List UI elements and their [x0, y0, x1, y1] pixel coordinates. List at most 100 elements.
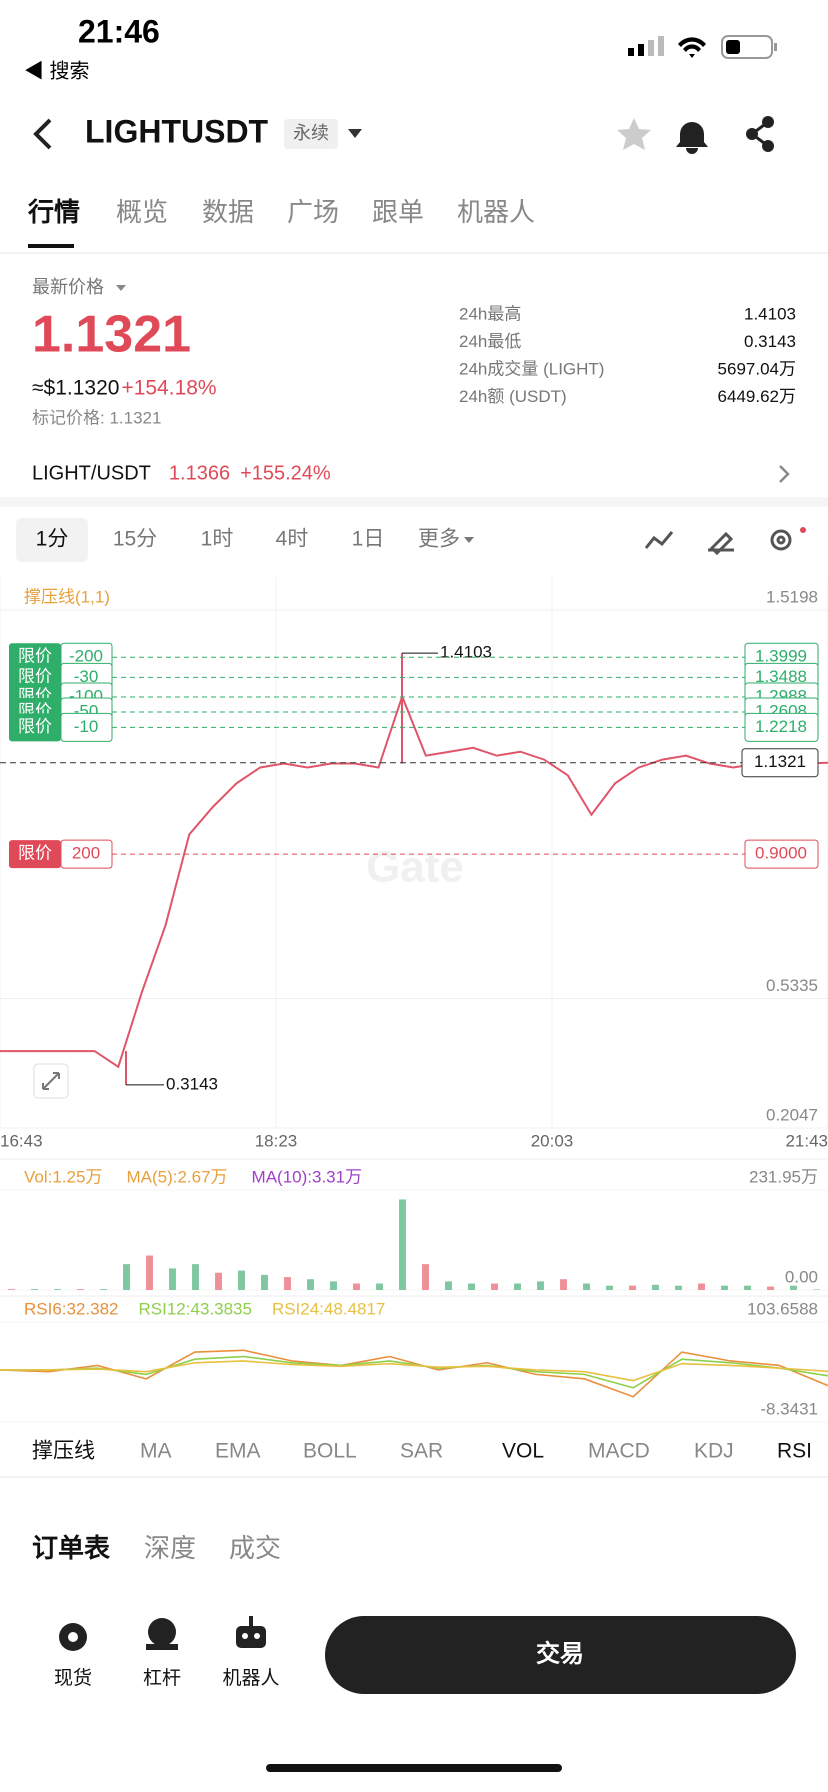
stat-label: 24h成交量 (LIGHT)	[459, 359, 604, 378]
tab[interactable]: 数据	[202, 197, 254, 227]
nav-icons[interactable]	[59, 1616, 266, 1651]
order-qty: -30	[74, 667, 99, 686]
vol-bar	[606, 1285, 613, 1290]
nav-label[interactable]: 杠杆	[143, 1667, 181, 1689]
dropdown[interactable]	[348, 129, 362, 138]
vol-bar	[146, 1255, 153, 1290]
trade-button[interactable]	[325, 1616, 796, 1694]
tab[interactable]: 广场	[287, 197, 339, 227]
price-label: 最新价格	[32, 277, 104, 297]
tab[interactable]: 机器人	[457, 197, 535, 227]
interval[interactable]: 1分	[36, 528, 69, 551]
vol-bar	[307, 1279, 314, 1290]
dropdown[interactable]	[116, 285, 126, 291]
notify-dot	[800, 527, 806, 533]
spot-change: +155.24%	[240, 462, 331, 484]
orderbook-tab[interactable]: 订单表	[32, 1533, 111, 1563]
low-label: 0.3143	[166, 1074, 218, 1093]
vol-bar	[652, 1284, 659, 1290]
order-qty-box	[60, 839, 113, 869]
chevron[interactable]	[779, 465, 790, 483]
nav-label[interactable]: 机器人	[222, 1667, 279, 1689]
interval[interactable]: 15分	[113, 528, 157, 551]
chart-tools[interactable]	[644, 529, 792, 556]
indicator-tab[interactable]: BOLL	[303, 1440, 357, 1463]
tab[interactable]: 概览	[116, 197, 168, 227]
rsi-legend: RSI12:43.3835	[139, 1299, 252, 1318]
nav-label[interactable]: 现货	[54, 1667, 92, 1689]
order-price: 1.3488	[755, 667, 807, 686]
vol-bar	[744, 1285, 751, 1290]
stat-label: 24h最低	[459, 332, 521, 351]
indicator-tab[interactable]: MA	[140, 1440, 172, 1463]
interval[interactable]: 1时	[201, 528, 234, 551]
order-tag[interactable]	[9, 840, 61, 869]
indicator-tab[interactable]: 撑压线	[32, 1440, 95, 1463]
share-icon[interactable]	[746, 116, 774, 152]
indicator-tab[interactable]: SAR	[400, 1440, 443, 1463]
vol-bar	[468, 1283, 475, 1290]
indicator-tab[interactable]: RSI	[777, 1440, 812, 1463]
stat-value: 6449.62万	[718, 387, 796, 406]
indicator-tab[interactable]: VOL	[502, 1440, 544, 1463]
vol-bar	[169, 1268, 176, 1290]
tab-underline	[28, 244, 74, 248]
rsi-legend: RSI6:32.382	[24, 1299, 119, 1318]
back-arrow[interactable]	[33, 118, 52, 150]
tab[interactable]: 跟单	[372, 197, 424, 227]
indicator-label: 撑压线(1,1)	[24, 587, 110, 606]
symbol: LIGHTUSDT	[85, 113, 269, 149]
vol-bar	[261, 1274, 268, 1290]
stat-label: 24h最高	[459, 304, 521, 323]
vol-bar	[767, 1286, 774, 1290]
y-tick-label: 1.5198	[766, 587, 818, 606]
vol-legend: MA(10):3.31万	[252, 1167, 363, 1186]
spot-price: 1.1366	[169, 462, 230, 484]
vol-bar	[422, 1264, 429, 1290]
indicator-tab[interactable]: KDJ	[694, 1440, 734, 1463]
y-tick-label: -8.3431	[760, 1399, 818, 1418]
vol-bar	[721, 1285, 728, 1290]
mark-price: 标记价格: 1.1321	[32, 408, 161, 427]
home-indicator	[266, 1764, 562, 1772]
price-line	[0, 693, 828, 1069]
vol-bar	[215, 1272, 222, 1290]
orderbook-tab[interactable]: 深度	[144, 1533, 196, 1563]
vol-bar	[192, 1264, 199, 1290]
orderbook-tab[interactable]: 成交	[229, 1533, 281, 1563]
vol-bar	[698, 1283, 705, 1290]
interval[interactable]: 更多	[418, 528, 460, 551]
expand-icon	[42, 1072, 60, 1090]
vol-bar	[560, 1279, 567, 1290]
interval[interactable]: 4时	[276, 528, 309, 551]
dropdown[interactable]	[464, 537, 474, 543]
tab[interactable]: 行情	[27, 197, 80, 227]
order-tag[interactable]	[9, 713, 61, 742]
vol-bar	[629, 1285, 636, 1290]
indicator-tab[interactable]: EMA	[215, 1440, 261, 1463]
vol-bar	[31, 1289, 38, 1290]
order-price-box	[744, 712, 819, 742]
order-price-box	[744, 839, 819, 869]
y-tick-label: 103.6588	[747, 1299, 818, 1318]
indicator-tab[interactable]: MACD	[588, 1440, 650, 1463]
stat-value: 1.4103	[744, 304, 796, 323]
trade-label[interactable]: 交易	[536, 1639, 584, 1667]
interval[interactable]: 1日	[352, 528, 385, 551]
current-label: 1.1321	[754, 752, 806, 771]
order-label: 限价	[18, 844, 52, 863]
vol-bar	[330, 1281, 337, 1290]
rsi-legend: RSI24:48.4817	[272, 1299, 385, 1318]
vol-bar	[376, 1283, 383, 1290]
back-link[interactable]: ◀ 搜索	[24, 59, 90, 82]
alert-icon[interactable]	[676, 122, 708, 154]
favorite-icon[interactable]	[617, 118, 651, 150]
vol-bar	[514, 1283, 521, 1290]
order-label: 限价	[18, 647, 52, 666]
x-tick-label: 18:23	[255, 1131, 298, 1150]
vol-bar	[284, 1277, 291, 1290]
order-price: 0.9000	[755, 844, 807, 863]
x-tick-label: 16:43	[0, 1131, 43, 1150]
vol-bar	[8, 1289, 15, 1290]
